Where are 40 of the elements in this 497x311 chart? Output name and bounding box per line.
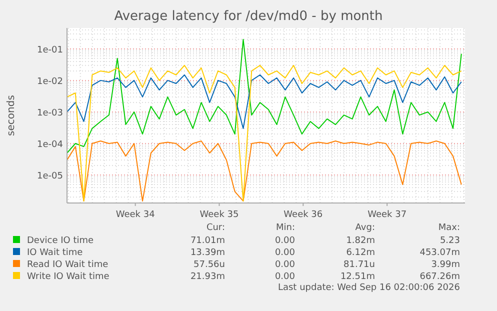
text: Max: (438, 223, 460, 233)
text: 0.00 (274, 248, 296, 258)
text: 12.51m (340, 272, 375, 282)
text: Min: (276, 223, 295, 233)
text: 6.12m (346, 248, 375, 258)
text: 13.39m (190, 248, 225, 258)
text: 5.23 (440, 236, 460, 246)
legend-label: IO Wait time (27, 248, 84, 258)
text: Last update: Wed Sep 16 02:00:06 2026 (278, 283, 460, 293)
legend-label: Read IO Wait time (27, 260, 109, 270)
text: 21.93m (190, 272, 225, 282)
y-tick-label: 1e-03 (37, 108, 63, 118)
x-tick-label: Week 34 (116, 210, 156, 220)
line-series (66, 38, 462, 154)
y-tick-label: 1e-02 (37, 76, 63, 87)
text: 0.00 (274, 260, 296, 270)
y-axis-title: seconds (6, 95, 17, 136)
text: 71.01m (190, 236, 225, 246)
text: 453.07m (420, 248, 460, 258)
x-tick-label: Week 35 (200, 210, 239, 220)
line-series (66, 74, 462, 129)
line-series (66, 64, 462, 202)
legend-label: Write IO Wait time (27, 272, 110, 282)
text: 81.71u (344, 260, 375, 270)
text: 57.56u (194, 260, 225, 270)
text: 667.26m (420, 272, 460, 282)
x-tick-label: Week 37 (368, 210, 407, 220)
y-tick-label: 1e-01 (37, 45, 63, 56)
text: Avg: (355, 223, 375, 233)
x-tick-label: Week 36 (284, 210, 323, 220)
text: 3.99m (431, 260, 460, 270)
legend-label: Device IO time (27, 236, 94, 246)
y-tick-label: 1e-04 (37, 140, 64, 150)
text: 1.82m (346, 236, 375, 246)
text: 0.00 (274, 236, 296, 246)
line-series (66, 140, 462, 202)
y-tick-label: 1e-05 (37, 172, 63, 182)
chart-title: Average latency for /dev/md0 - by month (114, 9, 383, 24)
text: 0.00 (274, 272, 296, 282)
text: Cur: (206, 223, 225, 233)
